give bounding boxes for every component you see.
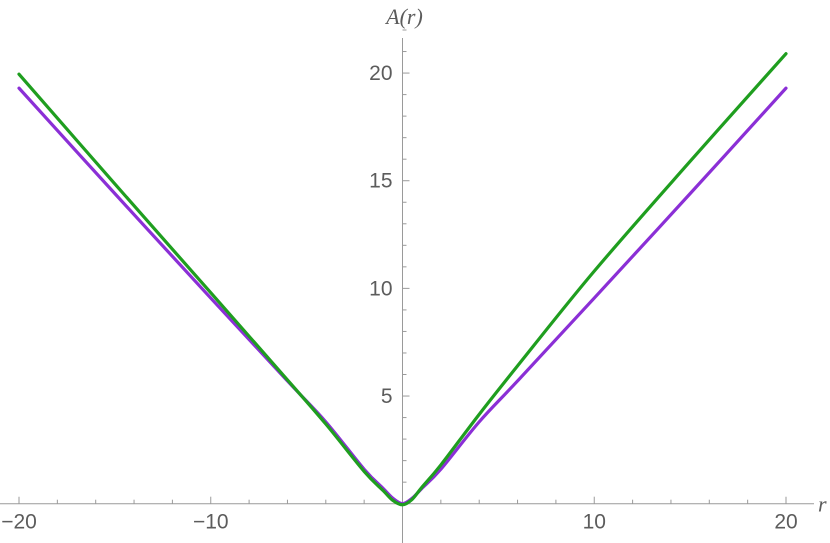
y-tick-label: 15	[369, 170, 392, 193]
series-group	[17, 52, 788, 507]
tick-labels: −20 −10 10 20 5 10 15 20	[1, 62, 797, 534]
y-tick-label: 10	[369, 277, 392, 300]
ticks	[18, 29, 787, 504]
x-tick-label: −10	[193, 511, 229, 534]
x-tick-label: −20	[1, 511, 37, 534]
y-tick-label: 5	[381, 385, 393, 408]
x-tick-label: 10	[583, 511, 606, 534]
axes	[0, 38, 814, 543]
y-axis-label: A(r)	[384, 4, 423, 29]
series-line-2	[17, 52, 788, 507]
y-tick-label: 20	[369, 62, 392, 85]
x-tick-label: 20	[774, 511, 797, 534]
x-axis-label: r	[818, 492, 827, 517]
